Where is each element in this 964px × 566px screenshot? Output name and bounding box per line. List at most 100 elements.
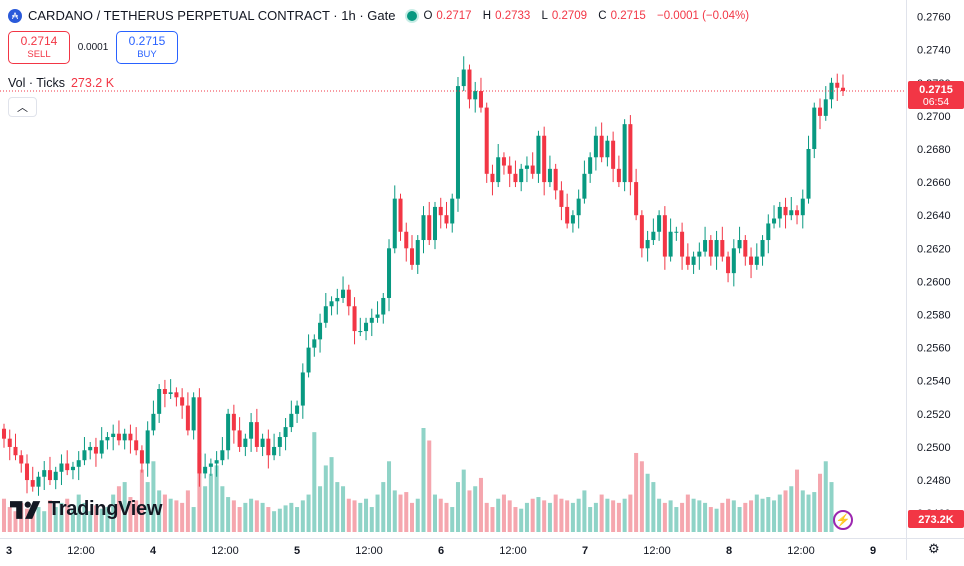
candle[interactable]	[208, 463, 213, 467]
candle[interactable]	[749, 256, 754, 265]
candle[interactable]	[760, 240, 765, 257]
candle[interactable]	[220, 450, 225, 461]
candle[interactable]	[174, 392, 179, 398]
candle[interactable]	[346, 289, 351, 307]
candle[interactable]	[134, 440, 139, 451]
candle[interactable]	[272, 446, 277, 456]
candle[interactable]	[358, 331, 363, 333]
candle[interactable]	[840, 87, 846, 92]
candle[interactable]	[415, 240, 420, 265]
candle[interactable]	[570, 215, 575, 224]
candle[interactable]	[542, 135, 547, 183]
candle[interactable]	[662, 215, 667, 257]
candle[interactable]	[180, 397, 185, 406]
candle[interactable]	[191, 397, 196, 431]
candle[interactable]	[501, 157, 506, 166]
candle[interactable]	[226, 413, 231, 451]
candle[interactable]	[657, 215, 662, 232]
candle[interactable]	[369, 317, 374, 323]
collapse-legend-button[interactable]: ︿	[8, 97, 37, 117]
candle[interactable]	[214, 460, 219, 464]
candle[interactable]	[283, 427, 288, 438]
candle[interactable]	[53, 471, 58, 481]
candle[interactable]	[524, 165, 529, 169]
candle[interactable]	[76, 460, 81, 467]
candle[interactable]	[139, 450, 144, 464]
candle[interactable]	[576, 198, 581, 216]
candle[interactable]	[547, 168, 552, 183]
candle[interactable]	[795, 210, 800, 216]
candle[interactable]	[82, 450, 87, 461]
volume-legend[interactable]: Vol · Ticks 273.2 K	[8, 76, 114, 90]
candle[interactable]	[318, 322, 323, 340]
candle[interactable]	[427, 215, 432, 241]
candle[interactable]	[13, 446, 18, 456]
candle[interactable]	[30, 480, 35, 487]
candle[interactable]	[519, 168, 524, 183]
candle[interactable]	[266, 438, 271, 456]
candle[interactable]	[392, 198, 397, 249]
candle[interactable]	[335, 297, 340, 302]
candle[interactable]	[329, 301, 334, 307]
sell-button[interactable]: 0.2714 SELL	[8, 31, 70, 64]
candlestick-chart[interactable]	[0, 0, 906, 538]
candle[interactable]	[599, 135, 604, 158]
candle[interactable]	[806, 148, 811, 199]
candle[interactable]	[783, 206, 788, 216]
candle[interactable]	[19, 455, 24, 464]
candle[interactable]	[777, 206, 782, 219]
candle[interactable]	[381, 297, 386, 315]
time-axis[interactable]: 3 12:00 4 12:00 5 12:00 6 12:00 7 12:00 8 12:00 9	[0, 538, 906, 560]
candle[interactable]	[404, 231, 409, 249]
candle[interactable]	[582, 173, 587, 199]
candle[interactable]	[691, 256, 696, 265]
candle[interactable]	[375, 314, 380, 318]
candle[interactable]	[622, 124, 627, 183]
candle[interactable]	[467, 69, 472, 100]
candle[interactable]	[559, 190, 564, 207]
candle[interactable]	[249, 422, 254, 439]
candle[interactable]	[88, 446, 93, 451]
candle[interactable]	[450, 198, 455, 224]
candle[interactable]	[835, 82, 840, 88]
candle[interactable]	[295, 405, 300, 414]
candle[interactable]	[720, 240, 725, 257]
candle[interactable]	[703, 240, 708, 252]
buy-button[interactable]: 0.2715 BUY	[116, 31, 178, 64]
candle[interactable]	[306, 347, 311, 373]
candle[interactable]	[668, 231, 673, 257]
candle[interactable]	[743, 240, 748, 257]
symbol-title[interactable]: CARDANO / TETHERUS PERPETUAL CONTRACT · …	[28, 8, 396, 23]
candle[interactable]	[7, 438, 12, 447]
candle[interactable]	[47, 470, 52, 481]
candle[interactable]	[99, 440, 104, 454]
settings-icon[interactable]: ⚙	[928, 541, 940, 556]
candle[interactable]	[387, 248, 392, 298]
candle[interactable]	[312, 339, 317, 348]
candle[interactable]	[277, 437, 282, 447]
candle[interactable]	[553, 168, 558, 191]
candle[interactable]	[714, 240, 719, 257]
candle[interactable]	[680, 231, 685, 257]
candle[interactable]	[409, 248, 415, 265]
candle[interactable]	[254, 422, 259, 447]
candle[interactable]	[507, 165, 512, 174]
candle[interactable]	[490, 173, 495, 183]
candle[interactable]	[789, 210, 794, 216]
candle[interactable]	[818, 107, 823, 116]
candle[interactable]	[628, 124, 633, 183]
candle[interactable]	[185, 405, 190, 431]
candle[interactable]	[484, 107, 489, 174]
candle[interactable]	[812, 107, 817, 149]
tradingview-logo[interactable]: TradingView	[10, 498, 162, 521]
candle[interactable]	[588, 157, 593, 174]
candle[interactable]	[473, 91, 478, 100]
candle[interactable]	[260, 438, 265, 447]
candle[interactable]	[634, 182, 639, 216]
candle[interactable]	[1, 428, 7, 439]
candle[interactable]	[42, 470, 47, 477]
candle[interactable]	[162, 389, 167, 394]
candle[interactable]	[151, 413, 156, 431]
candle[interactable]	[421, 215, 426, 241]
candle[interactable]	[364, 322, 369, 332]
